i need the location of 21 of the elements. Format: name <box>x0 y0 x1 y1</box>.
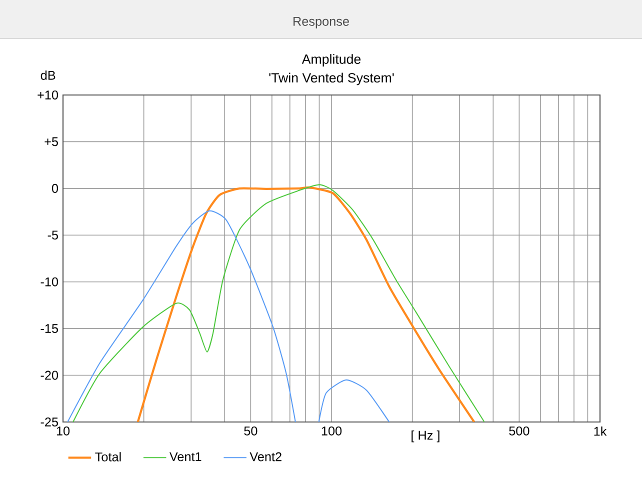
y-tick-label: +10 <box>38 90 58 100</box>
x-axis-title: [ Hz ] <box>412 430 440 442</box>
text: Response <box>294 16 349 28</box>
x-tick-label: 100 <box>322 426 342 436</box>
chart-title: Amplitude <box>302 54 361 66</box>
y-tick-label: 0 <box>52 184 58 193</box>
y-tick-label: -25 <box>40 418 58 426</box>
chart-subtitle: 'Twin Vented System' <box>269 72 394 86</box>
legend-label: Vent1 <box>169 452 202 462</box>
y-tick-label: -15 <box>40 324 58 333</box>
y-tick-label: -5 <box>48 230 58 240</box>
x-tick-label: 1k <box>594 426 607 436</box>
legend-label: Total <box>95 452 121 462</box>
y-tick-label: -10 <box>40 277 58 286</box>
y-tick-label: +5 <box>44 137 58 146</box>
legend-label: Vent2 <box>250 452 282 462</box>
x-tick-label: 10 <box>56 426 70 436</box>
x-tick-label: 50 <box>244 426 258 436</box>
x-tick-label: 500 <box>509 426 530 436</box>
y-axis-title: dB <box>40 70 56 80</box>
y-tick-label: -20 <box>40 370 58 380</box>
